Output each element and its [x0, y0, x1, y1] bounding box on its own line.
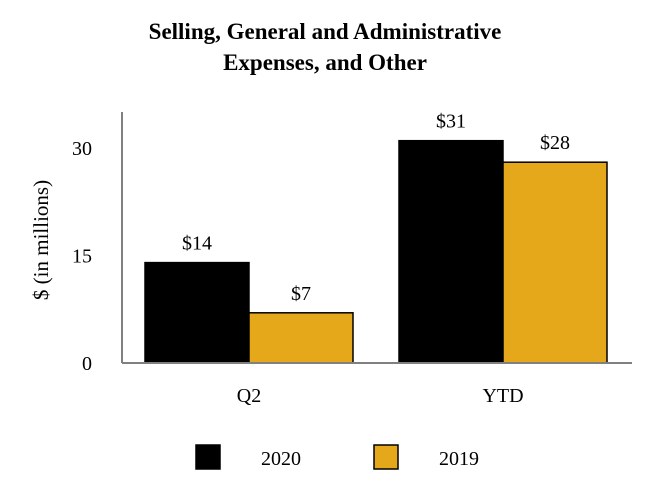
y-tick-label: 15: [72, 245, 92, 267]
legend-label-2020: 2020: [261, 448, 301, 470]
data-label: $14: [182, 233, 212, 255]
x-tick-label: Q2: [237, 385, 261, 407]
data-label: $28: [540, 132, 570, 154]
bar-2020-Q2: [144, 261, 250, 364]
legend-swatch-2020: [195, 444, 221, 470]
bar-2020-YTD: [398, 139, 504, 364]
legend: 2020 2019: [195, 444, 479, 470]
x-tick-label: YTD: [482, 385, 523, 407]
y-axis-title: $ (in millions): [29, 180, 53, 300]
y-tick-label: 30: [72, 138, 92, 160]
data-label: $31: [436, 111, 466, 133]
bar-2019-Q2: [248, 312, 354, 364]
chart-title-line-2: Expenses, and Other: [223, 50, 427, 75]
plot-area: 0 15 30 $14 $31 $7 $28 Q2 YTD: [72, 111, 632, 407]
legend-label-2019: 2019: [439, 448, 479, 470]
data-label: $7: [291, 283, 311, 305]
chart-title-line-1: Selling, General and Administrative: [148, 19, 502, 44]
chart-title: Selling, General and Administrative Expe…: [0, 16, 650, 78]
legend-swatch-2019: [373, 444, 399, 470]
bar-2019-YTD: [502, 161, 608, 364]
y-tick-label: 0: [82, 353, 92, 375]
